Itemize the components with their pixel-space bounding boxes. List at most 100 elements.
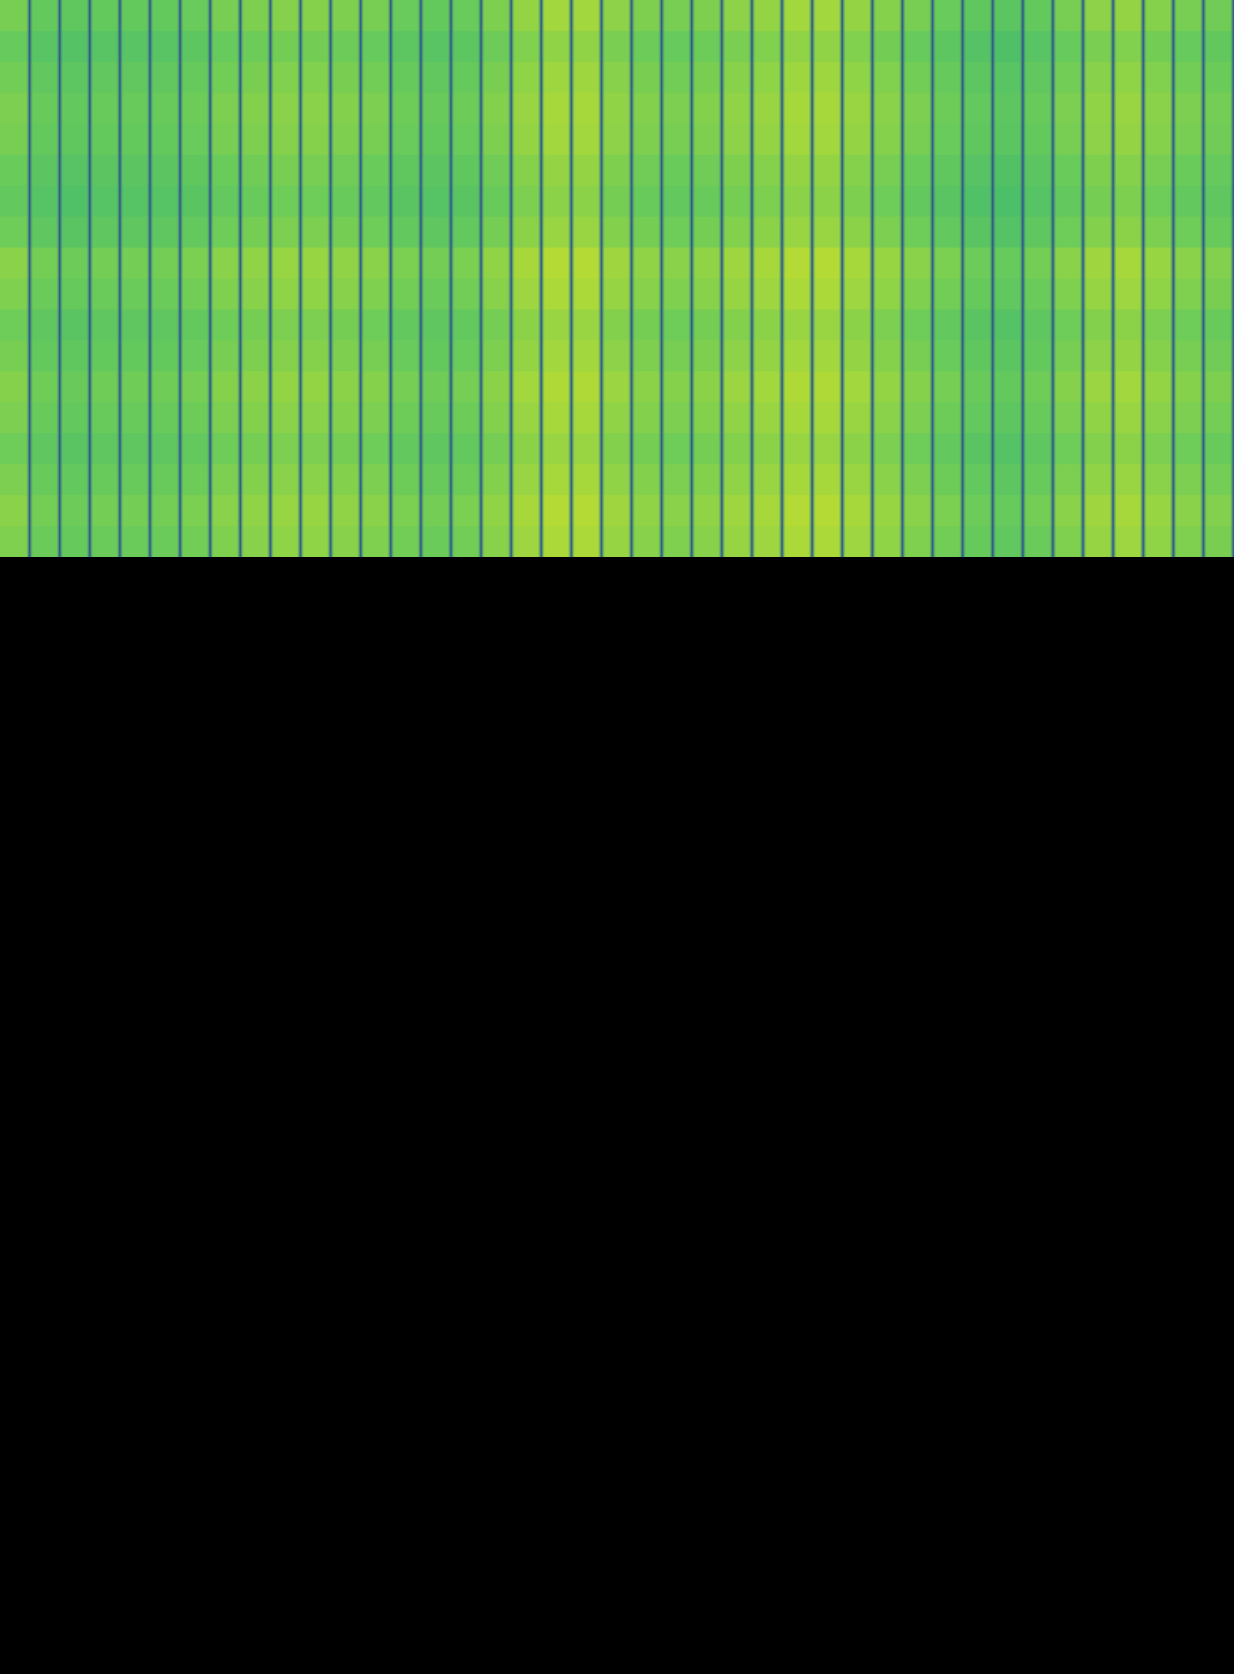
- heatmap-cell: [632, 402, 663, 434]
- heatmap-cell: [902, 340, 934, 372]
- heatmap-cell: [933, 154, 964, 187]
- heatmap-cell: [270, 30, 302, 63]
- heatmap-cell: [1083, 154, 1115, 187]
- heatmap-cell: [722, 216, 754, 249]
- vertical-stripe: [959, 0, 967, 557]
- heatmap-cell: [933, 278, 964, 311]
- heatmap-cell: [1203, 185, 1234, 218]
- heatmap-cell: [993, 371, 1024, 403]
- heatmap-cell: [842, 30, 874, 63]
- striped-heatmap-image: [0, 0, 1234, 557]
- heatmap-cell: [1053, 340, 1085, 372]
- heatmap-cell: [902, 402, 934, 434]
- heatmap-cell: [180, 216, 212, 249]
- heatmap-cell: [331, 0, 362, 32]
- heatmap-cell: [240, 154, 272, 187]
- heatmap-cell: [240, 185, 272, 218]
- heatmap-cell: [30, 216, 61, 249]
- heatmap-cell: [240, 247, 272, 280]
- vertical-stripe: [1139, 0, 1147, 557]
- heatmap-cell: [872, 92, 904, 125]
- heatmap-cell: [1083, 247, 1115, 280]
- heatmap-cell: [902, 61, 934, 94]
- heatmap-cell: [632, 464, 663, 496]
- heatmap-cell: [963, 61, 994, 94]
- heatmap-cell: [210, 340, 242, 372]
- heatmap-cell: [842, 340, 874, 372]
- heatmap-cell: [120, 92, 152, 125]
- heatmap-cell: [1173, 371, 1205, 403]
- heatmap-cell: [60, 402, 91, 434]
- heatmap-cell: [1203, 309, 1234, 341]
- heatmap-cell: [210, 92, 242, 125]
- heatmap-cell: [993, 0, 1024, 32]
- heatmap-cell: [120, 0, 152, 32]
- heatmap-cell: [692, 185, 723, 218]
- heatmap-cell: [361, 216, 392, 249]
- heatmap-cell: [963, 433, 994, 465]
- heatmap-cell: [632, 154, 663, 187]
- heatmap-cell: [1143, 340, 1175, 372]
- heatmap-cell: [270, 433, 302, 465]
- heatmap-cell: [30, 185, 61, 218]
- heatmap-cell: [632, 247, 663, 280]
- heatmap-cell: [1173, 216, 1205, 249]
- heatmap-cell: [1203, 61, 1234, 94]
- heatmap-cell: [270, 247, 302, 280]
- heatmap-cell: [571, 402, 603, 434]
- vertical-stripe: [778, 0, 786, 557]
- heatmap-cell: [270, 526, 302, 557]
- heatmap-cell: [1053, 278, 1085, 311]
- heatmap-cell: [571, 247, 603, 280]
- heatmap-cell: [662, 278, 693, 311]
- heatmap-cell: [1113, 0, 1145, 32]
- heatmap-cell: [752, 402, 784, 434]
- heatmap-cell: [421, 526, 453, 557]
- heatmap-cell: [782, 185, 814, 218]
- heatmap-cell: [933, 216, 964, 249]
- heatmap-cell: [361, 402, 392, 434]
- heatmap-cell: [240, 278, 272, 311]
- heatmap-cell: [722, 526, 754, 557]
- vertical-stripe: [266, 0, 274, 557]
- heatmap-cell: [692, 30, 723, 63]
- heatmap-cell: [632, 123, 663, 156]
- heatmap-cell: [1143, 464, 1175, 496]
- heatmap-cell: [933, 185, 964, 218]
- heatmap-cell: [240, 402, 272, 434]
- heatmap-cell: [1203, 495, 1234, 527]
- heatmap-cell: [993, 309, 1024, 341]
- heatmap-cell: [601, 433, 633, 465]
- heatmap-cell: [902, 216, 934, 249]
- heatmap-cell: [963, 402, 994, 434]
- heatmap-cell: [632, 0, 663, 32]
- heatmap-cell: [933, 247, 964, 280]
- heatmap-cell: [662, 185, 693, 218]
- heatmap-cell: [1113, 402, 1145, 434]
- heatmap-cell: [722, 185, 754, 218]
- heatmap-cell: [361, 526, 392, 557]
- heatmap-cell: [1023, 61, 1055, 94]
- heatmap-cell: [150, 340, 182, 372]
- heatmap-cell: [571, 526, 603, 557]
- heatmap-cell: [993, 340, 1024, 372]
- heatmap-cell: [421, 61, 453, 94]
- heatmap-cell: [752, 123, 784, 156]
- empty-black-region: [0, 557, 1234, 1674]
- heatmap-cell: [993, 526, 1024, 557]
- heatmap-cell: [331, 526, 362, 557]
- heatmap-cell: [842, 371, 874, 403]
- heatmap-cell: [782, 154, 814, 187]
- heatmap-cell: [812, 92, 844, 125]
- heatmap-cell: [331, 30, 362, 63]
- heatmap-cell: [90, 216, 121, 249]
- heatmap-cell: [150, 30, 182, 63]
- heatmap-cell: [993, 247, 1024, 280]
- heatmap-cell: [30, 0, 61, 32]
- heatmap-cell: [662, 247, 693, 280]
- heatmap-cell: [180, 123, 212, 156]
- heatmap-cell: [1023, 464, 1055, 496]
- heatmap-cell: [752, 526, 784, 557]
- heatmap-cell: [1173, 495, 1205, 527]
- heatmap-cell: [240, 371, 272, 403]
